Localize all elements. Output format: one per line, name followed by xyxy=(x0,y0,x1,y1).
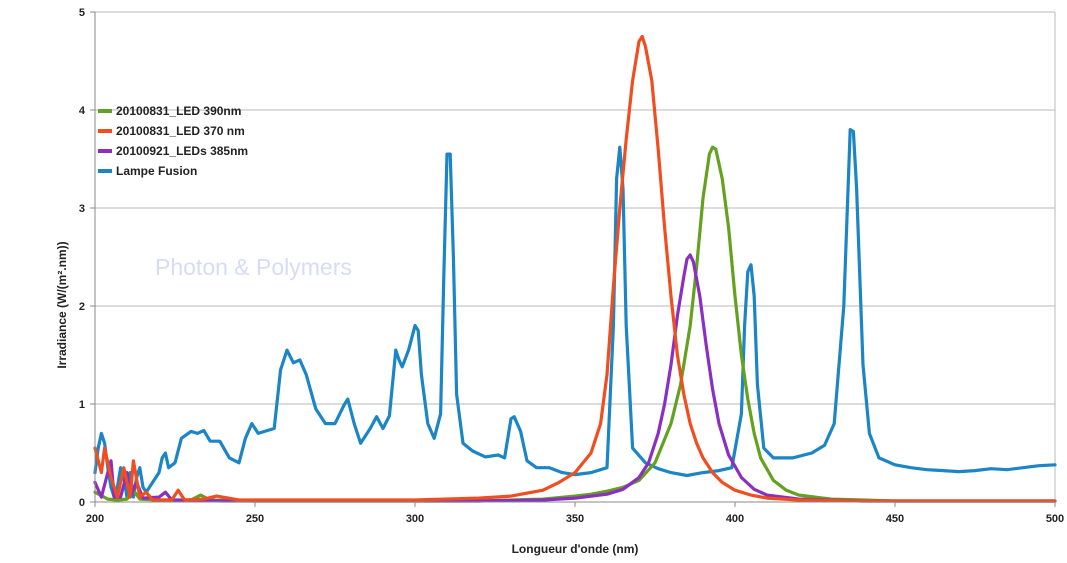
x-tick-label: 350 xyxy=(566,513,584,525)
y-tick-label: 2 xyxy=(79,301,85,313)
legend-entry: 20100831_LED 370 nm xyxy=(98,124,245,138)
legend-label: Lampe Fusion xyxy=(116,164,197,178)
series-line-1 xyxy=(93,34,1057,503)
legend-entry: Lampe Fusion xyxy=(98,164,197,178)
y-tick-label: 3 xyxy=(79,203,85,215)
x-tick-label: 200 xyxy=(86,513,104,525)
legend-entry: 20100831_LED 390nm xyxy=(98,104,241,118)
y-axis-title: Irradiance (W/(m².nm)) xyxy=(55,241,69,368)
legend-label: 20100831_LED 370 nm xyxy=(116,124,245,138)
x-tick-label: 500 xyxy=(1046,513,1064,525)
y-tick-label: 0 xyxy=(79,497,85,509)
axes xyxy=(90,11,1056,507)
x-tick-label: 450 xyxy=(886,513,904,525)
legend-label: 20100921_LEDs 385nm xyxy=(116,144,248,158)
grid xyxy=(95,11,1056,502)
x-tick-label: 400 xyxy=(726,513,744,525)
legend-entry: 20100921_LEDs 385nm xyxy=(98,144,248,158)
x-tick-label: 300 xyxy=(406,513,424,525)
y-tick-label: 5 xyxy=(79,7,85,19)
series-line-0 xyxy=(93,145,1057,503)
y-tick-labels: 0 1 2 3 4 5 xyxy=(79,7,86,509)
x-axis-title: Longueur d'onde (nm) xyxy=(512,542,639,556)
y-tick-label: 1 xyxy=(79,399,85,411)
x-tick-label: 250 xyxy=(246,513,264,525)
watermark: Photon & Polymers xyxy=(155,254,352,280)
series-line-3 xyxy=(93,128,1057,499)
series-layer xyxy=(93,34,1057,503)
legend: 20100831_LED 390nm 20100831_LED 370 nm 201… xyxy=(98,104,248,178)
legend-label: 20100831_LED 390nm xyxy=(116,104,241,118)
x-tick-labels: 200 250 300 350 400 450 500 xyxy=(86,513,1064,525)
y-tick-label: 4 xyxy=(79,105,86,117)
